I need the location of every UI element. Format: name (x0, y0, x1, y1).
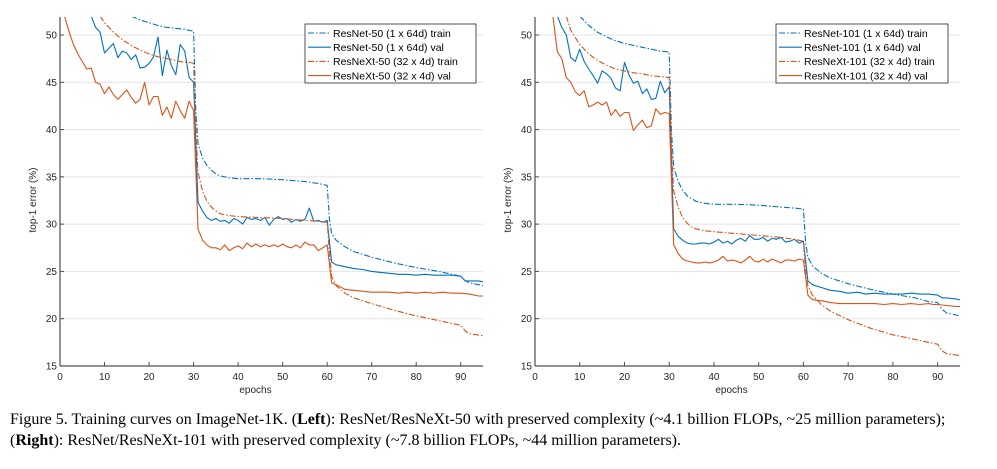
series-line-0 (131, 17, 483, 287)
left-chart: 0 10 20 30 40 50 60 70 80 90 15 20 25 30 35 40 45 50 epoch… (28, 17, 483, 396)
right-chart: 0 10 20 30 40 50 60 70 80 90 15 20 25 30 35 40 45 50 epoch… (503, 17, 960, 396)
x-tick-label: 70 (843, 372, 855, 383)
caption-right-bold: Right (15, 432, 54, 449)
x-tick-label: 40 (708, 372, 720, 383)
x-tick-label: 80 (887, 372, 899, 383)
x-tick-label: 50 (277, 372, 289, 383)
legend-label: ResNeXt-101 (32 x 4d) val (804, 70, 928, 82)
x-tick-label: 90 (455, 372, 467, 383)
caption-right-text: ): ResNet/ResNeXt-101 with preserved com… (53, 432, 681, 449)
legend-label: ResNeXt-101 (32 x 4d) train (804, 56, 935, 68)
x-tick-label: 60 (322, 372, 334, 383)
x-tick-label: 10 (574, 372, 586, 383)
y-tick-label: 25 (46, 267, 58, 278)
figure-caption: Figure 5. Training curves on ImageNet-1K… (10, 409, 990, 451)
x-tick-label: 50 (753, 372, 765, 383)
y-tick-label: 20 (46, 314, 58, 325)
caption-left-text: ): ResNet/ResNeXt-50 with preserved comp… (10, 411, 946, 449)
x-tick-label: 40 (233, 372, 245, 383)
y-axis-label: top-1 error (%) (28, 167, 39, 232)
figure: 0 10 20 30 40 50 60 70 80 90 15 20 25 30 35 40 45 50 epoch… (28, 17, 960, 396)
series-line-2 (100, 17, 483, 337)
legend: ResNet-50 (1 x 64d) train ResNet-50 (1 x … (304, 23, 477, 84)
x-axis-label: epochs (239, 385, 271, 396)
y-tick-label: 15 (521, 362, 533, 373)
y-tick-label: 50 (46, 31, 58, 42)
y-tick-label: 15 (46, 362, 58, 373)
y-tick-label: 25 (521, 267, 533, 278)
x-tick-label: 90 (932, 372, 944, 383)
legend-label: ResNeXt-50 (32 x 4d) val (333, 70, 451, 82)
y-tick-label: 30 (46, 220, 58, 231)
caption-prefix: Figure 5. Training curves on ImageNet-1K… (10, 411, 298, 428)
y-tick-label: 45 (521, 78, 533, 89)
x-tick-label: 70 (366, 372, 378, 383)
legend: ResNet-101 (1 x 64d) train ResNet-101 (1 … (775, 23, 949, 84)
y-tick-label: 35 (521, 172, 533, 183)
y-tick-label: 30 (521, 220, 533, 231)
legend-label: ResNet-101 (1 x 64d) val (804, 42, 921, 54)
x-tick-label: 30 (188, 372, 200, 383)
x-tick-label: 60 (798, 372, 810, 383)
y-tick-label: 50 (521, 31, 533, 42)
series-line-1 (90, 17, 483, 283)
x-tick-label: 30 (664, 372, 676, 383)
x-axis-label: epochs (715, 385, 747, 396)
y-tick-label: 45 (46, 78, 58, 89)
x-tick-label: 20 (143, 372, 155, 383)
legend-label: ResNet-101 (1 x 64d) train (804, 28, 928, 40)
y-tick-label: 35 (46, 172, 58, 183)
y-tick-label: 20 (521, 314, 533, 325)
series-line-0 (579, 17, 960, 317)
caption-left-bold: Left (297, 411, 326, 428)
y-axis-label: top-1 error (%) (503, 167, 514, 232)
x-tick-label: 0 (532, 372, 538, 383)
y-tick-label: 40 (521, 125, 533, 136)
series-line-3 (64, 17, 483, 297)
legend-label: ResNet-50 (1 x 64d) train (333, 28, 451, 40)
x-tick-label: 0 (57, 372, 63, 383)
x-tick-label: 80 (411, 372, 423, 383)
series-line-2 (566, 17, 960, 357)
y-tick-label: 40 (46, 125, 58, 136)
series-line-1 (557, 17, 960, 301)
legend-label: ResNeXt-50 (32 x 4d) train (333, 56, 458, 68)
x-tick-label: 20 (619, 372, 631, 383)
series-line-3 (552, 17, 960, 307)
legend-label: ResNet-50 (1 x 64d) val (333, 42, 444, 54)
x-tick-label: 10 (99, 372, 111, 383)
